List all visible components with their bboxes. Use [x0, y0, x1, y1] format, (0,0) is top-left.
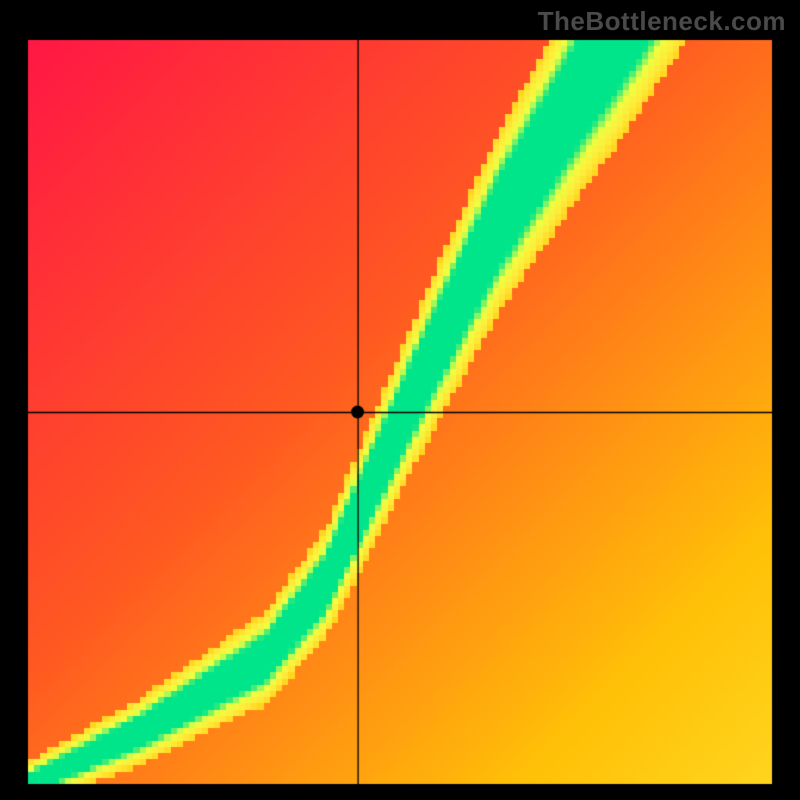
bottleneck-heatmap-canvas — [0, 0, 800, 800]
chart-container: TheBottleneck.com — [0, 0, 800, 800]
watermark-label: TheBottleneck.com — [538, 6, 786, 37]
